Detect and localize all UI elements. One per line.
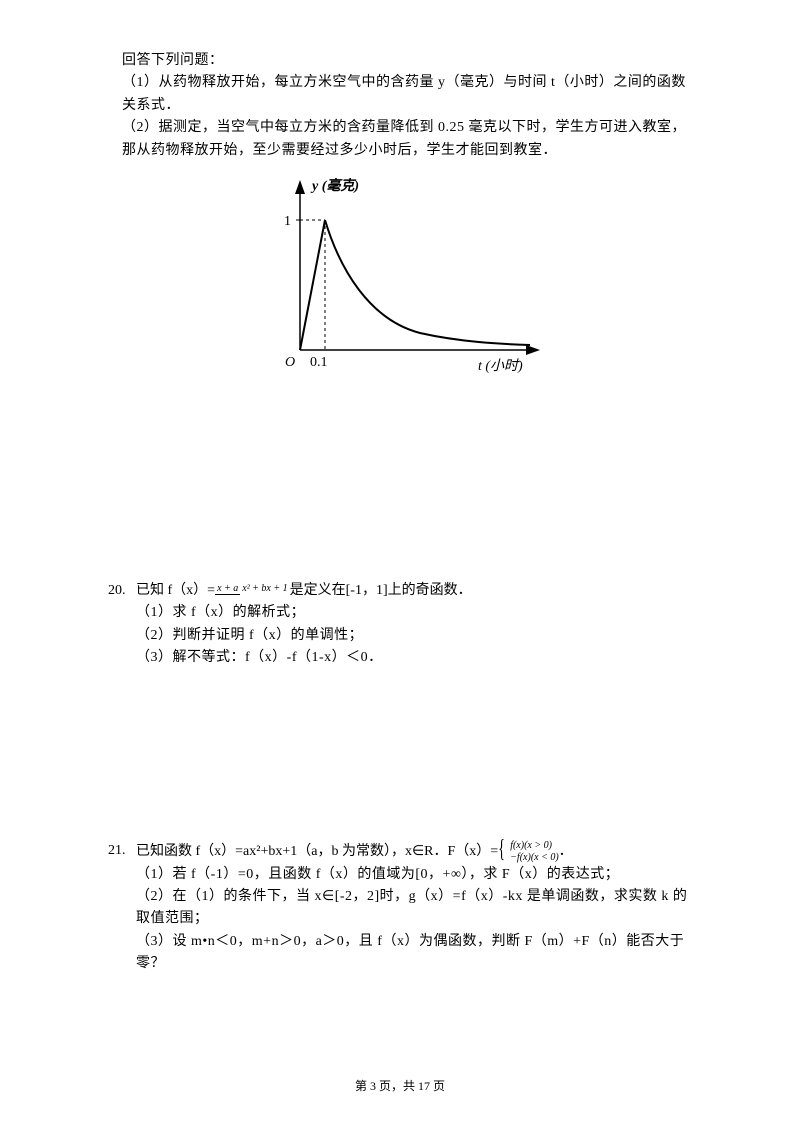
p20-intro-b: 是定义在[-1，1]上的奇函数． xyxy=(290,583,472,598)
dosage-chart: y (毫克) t (小时) O 1 0.1 xyxy=(240,170,560,390)
y-axis-arrow xyxy=(295,180,305,194)
problem-20-intro: 已知 f（x）=x + ax² + bx + 1是定义在[-1，1]上的奇函数． xyxy=(136,580,692,602)
problem-20-number: 20. xyxy=(108,580,136,602)
problem-21-number: 21. xyxy=(108,840,136,862)
p21-sub2: （2）在（1）的条件下，当 x∈[-2，2]时，g（x）=f（x）-kx 是单调… xyxy=(108,886,692,931)
problem-21: 21. 已知函数 f（x）=ax²+bx+1（a，b 为常数），x∈R．F（x）… xyxy=(108,840,692,976)
problem-20: 20. 已知 f（x）=x + ax² + bx + 1是定义在[-1，1]上的… xyxy=(108,580,692,670)
p21-sub1: （1）若 f（-1）=0，且函数 f（x）的值域为[0，+∞），求 F（x）的表… xyxy=(108,864,692,886)
p20-sub1: （1）求 f（x）的解析式； xyxy=(108,602,692,624)
x-axis-arrow xyxy=(526,345,540,355)
footer-suffix: 页 xyxy=(430,1079,445,1093)
linear-segment xyxy=(300,220,325,350)
x-axis-label: t (小时) xyxy=(478,358,523,374)
p21-pw-bot: −f(x)(x < 0) xyxy=(510,852,558,864)
p20-frac-den: x² + bx + 1 xyxy=(240,583,289,594)
p20-sub2: （2）判断并证明 f（x）的单调性； xyxy=(108,625,692,647)
decay-curve xyxy=(325,220,530,345)
x-tick-label: 0.1 xyxy=(310,355,328,370)
y-axis-label: y (毫克) xyxy=(310,177,359,194)
page-footer: 第 3 页，共 17 页 xyxy=(0,1077,800,1094)
origin-label: O xyxy=(285,355,295,370)
p21-sub3: （3）设 m•n＜0，m+n＞0，a＞0，且 f（x）为偶函数，判断 F（m）+… xyxy=(108,931,692,976)
p20-intro-a: 已知 f（x）= xyxy=(136,583,215,598)
intro-line: 回答下列问题： xyxy=(108,50,692,72)
problem-21-intro: 已知函数 f（x）=ax²+bx+1（a，b 为常数），x∈R．F（x）=f(x… xyxy=(136,840,692,864)
p21-pw-top: f(x)(x > 0) xyxy=(510,840,558,852)
question-1: （1）从药物释放开始，每立方米空气中的含药量 y（毫克）与时间 t（小时）之间的… xyxy=(108,72,692,117)
question-2: （2）据测定，当空气中每立方米的含药量降低到 0.25 毫克以下时，学生方可进入… xyxy=(108,117,692,162)
p20-fraction: x + ax² + bx + 1 xyxy=(215,583,290,594)
footer-total: 17 xyxy=(418,1079,430,1093)
p21-intro-a: 已知函数 f（x）=ax²+bx+1（a，b 为常数），x∈R．F（x）= xyxy=(136,844,498,859)
p20-sub3: （3）解不等式：f（x）-f（1-x）＜0． xyxy=(108,647,692,669)
p21-intro-b: ． xyxy=(559,844,573,859)
footer-mid: 页，共 xyxy=(376,1079,418,1093)
y-tick-label: 1 xyxy=(284,214,291,229)
footer-prefix: 第 xyxy=(355,1079,370,1093)
p20-frac-num: x + a xyxy=(215,583,240,595)
p21-piecewise: f(x)(x > 0)−f(x)(x < 0) xyxy=(498,840,558,864)
